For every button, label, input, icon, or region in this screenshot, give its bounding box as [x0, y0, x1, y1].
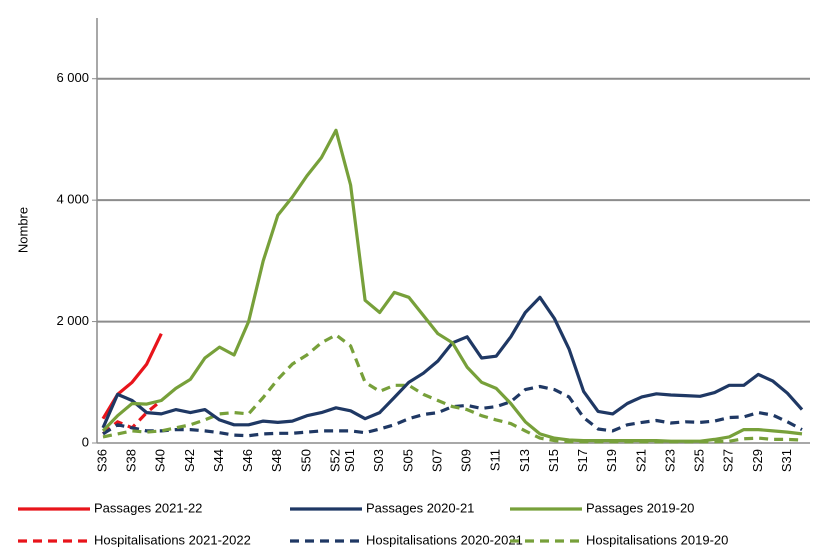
legend-label: Hospitalisations 2020-2021: [366, 532, 523, 547]
legend-label: Hospitalisations 2021-2022: [94, 532, 251, 547]
x-tick-label: S19: [604, 449, 619, 472]
y-tick-label: 6 000: [56, 70, 89, 85]
legend-label: Passages 2019-20: [586, 500, 694, 515]
x-tick-label: S05: [400, 449, 415, 472]
x-tick-label: S40: [153, 449, 168, 472]
x-tick-label: S25: [692, 449, 707, 472]
x-tick-label: S07: [429, 449, 444, 472]
x-tick-label: S11: [488, 449, 503, 471]
y-tick-label: 0: [82, 434, 89, 449]
x-tick-label: S48: [269, 449, 284, 472]
x-tick-label: S38: [124, 449, 139, 472]
x-tick-label: S29: [750, 449, 765, 472]
legend-label: Hospitalisations 2019-20: [586, 532, 728, 547]
legend-label: Passages 2020-21: [366, 500, 474, 515]
y-axis-label: Nombre: [15, 207, 30, 253]
x-tick-label: S27: [721, 449, 736, 472]
x-tick-label: S46: [240, 449, 255, 472]
x-tick-label: S15: [546, 449, 561, 472]
x-tick-label: S13: [517, 449, 532, 472]
series-line: [102, 333, 803, 444]
x-tick-label: S17: [575, 449, 590, 472]
x-tick-label: S42: [182, 449, 197, 472]
x-tick-label: S03: [371, 449, 386, 472]
series-line: [102, 384, 803, 438]
x-tick-label: S01: [342, 449, 357, 472]
y-tick-label: 2 000: [56, 313, 89, 328]
x-tick-label: S36: [94, 449, 109, 472]
legend-label: Passages 2021-22: [94, 500, 202, 515]
x-tick-label: S21: [633, 449, 648, 472]
x-tick-label: S23: [662, 449, 677, 472]
x-tick-label: S52: [327, 449, 342, 472]
x-tick-label: S09: [459, 449, 474, 472]
x-tick-label: S50: [298, 449, 313, 472]
y-tick-label: 4 000: [56, 192, 89, 207]
series-line: [101, 128, 803, 443]
x-tick-label: S44: [211, 449, 226, 472]
x-tick-label: S31: [779, 449, 794, 472]
